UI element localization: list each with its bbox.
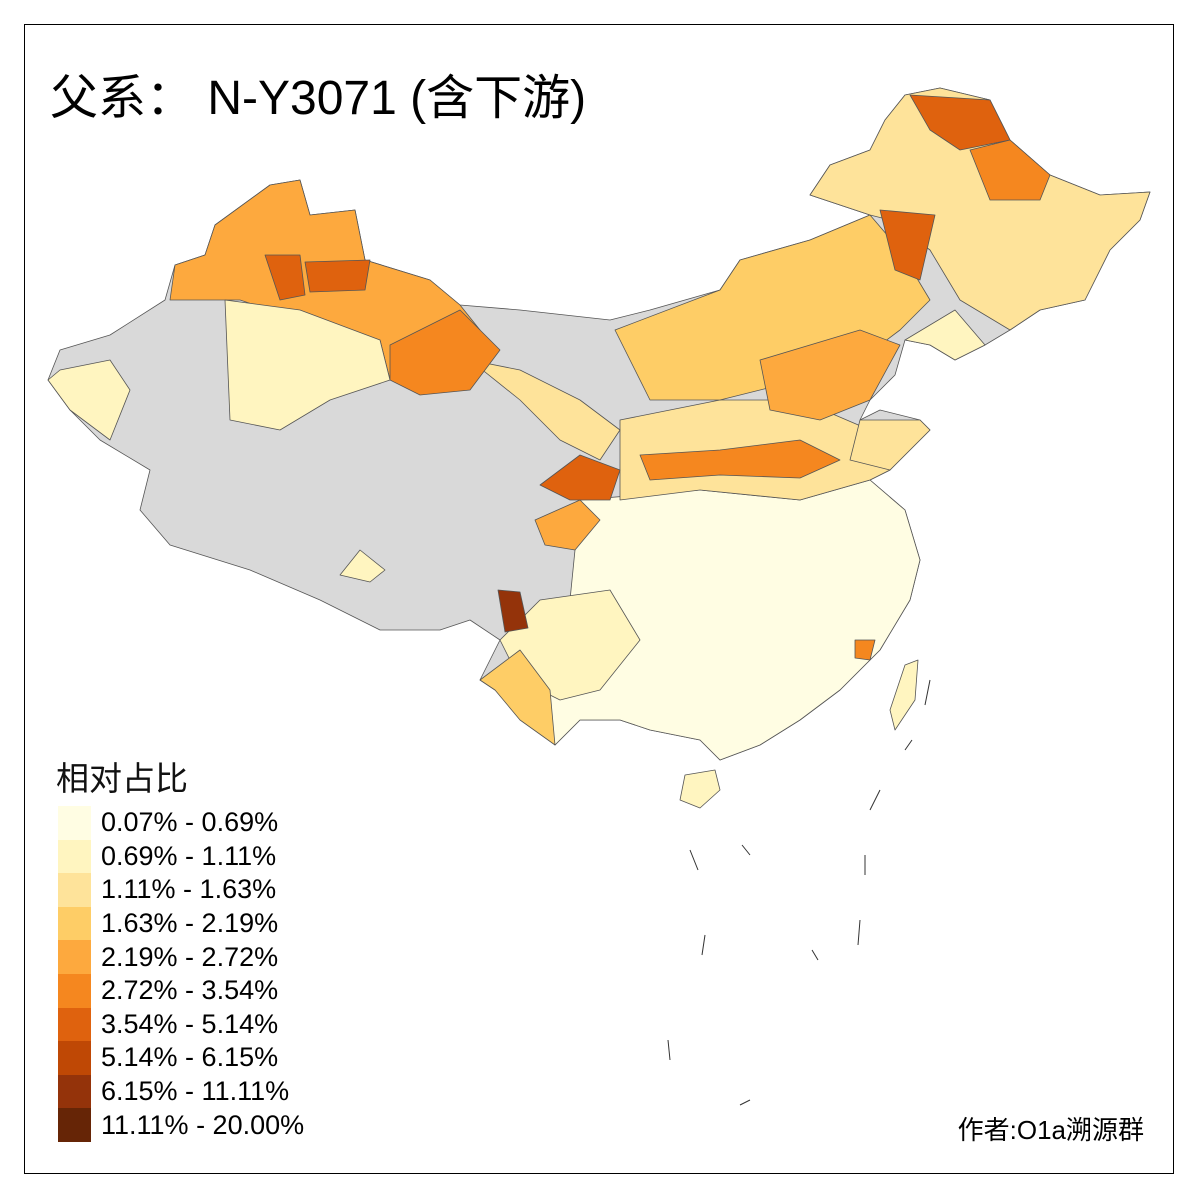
legend-label: 2.72% - 3.54%	[101, 975, 279, 1006]
legend-label: 1.63% - 2.19%	[101, 908, 279, 939]
hainan-island	[679, 769, 721, 809]
region-hebei	[759, 329, 901, 421]
legend-item: 2.19% - 2.72%	[58, 940, 304, 974]
legend-label: 0.69% - 1.11%	[101, 840, 277, 871]
legend-label: 2.19% - 2.72%	[101, 941, 279, 972]
region-hami	[389, 309, 501, 396]
legend-label: 11.11% - 20.00%	[101, 1109, 305, 1140]
author-credit: 作者:O1a溯源群	[957, 1115, 1144, 1145]
legend-swatch	[58, 940, 91, 974]
region-urumqi	[264, 254, 371, 301]
region-shandong	[849, 419, 931, 471]
legend: 0.07% - 0.69% 0.69% - 1.11% 1.11% - 1.63…	[58, 806, 304, 1142]
region-liaoning	[904, 309, 986, 361]
legend-label: 6.15% - 11.11%	[101, 1076, 290, 1107]
region-xinjiang-south	[224, 299, 391, 431]
legend-swatch	[58, 873, 91, 907]
region-central-belt	[639, 439, 841, 481]
legend-label: 3.54% - 5.14%	[101, 1008, 279, 1039]
region-hulunbuir	[879, 209, 936, 281]
taiwan-island	[889, 659, 919, 731]
region-hotspot	[497, 589, 529, 633]
legend-swatch	[58, 973, 91, 1008]
legend-swatch	[58, 906, 91, 941]
south-china-sea-islands	[667, 679, 931, 1106]
region-tibet-spot	[339, 549, 386, 583]
region-heilongjiang-east	[969, 139, 1051, 201]
legend-item: 1.11% - 1.63%	[58, 873, 304, 907]
legend-item: 11.11% - 20.00%	[58, 1108, 304, 1142]
region-heilongjiang-north	[909, 94, 1011, 151]
legend-swatch	[58, 1007, 91, 1042]
legend-label: 5.14% - 6.15%	[101, 1042, 279, 1073]
legend-item: 0.07% - 0.69%	[58, 806, 304, 840]
region-xinjiang-west	[47, 359, 131, 441]
map-title: 父系： N-Y3071 (含下游)	[50, 72, 587, 125]
legend-title: 相对占比	[56, 760, 188, 797]
legend-label: 1.11% - 1.63%	[101, 874, 277, 905]
legend-item: 1.63% - 2.19%	[58, 906, 304, 941]
legend-swatch	[58, 806, 91, 840]
map-frame	[24, 24, 1174, 1174]
legend-swatch	[58, 1074, 91, 1109]
legend-item: 2.72% - 3.54%	[58, 973, 304, 1008]
legend-item: 0.69% - 1.11%	[58, 839, 304, 874]
legend-swatch	[58, 1108, 91, 1142]
legend-item: 6.15% - 11.11%	[58, 1074, 304, 1109]
region-yunnan-south	[479, 649, 556, 746]
legend-swatch	[58, 1041, 91, 1075]
legend-item: 5.14% - 6.15%	[58, 1041, 304, 1075]
region-gansu	[469, 359, 621, 461]
region-sichuan-west	[534, 499, 601, 551]
legend-label: 0.07% - 0.69%	[101, 807, 279, 838]
region-gansu-south	[539, 454, 621, 501]
legend-swatch	[58, 839, 91, 874]
fujian-spot	[854, 639, 876, 661]
legend-item: 3.54% - 5.14%	[58, 1007, 304, 1042]
